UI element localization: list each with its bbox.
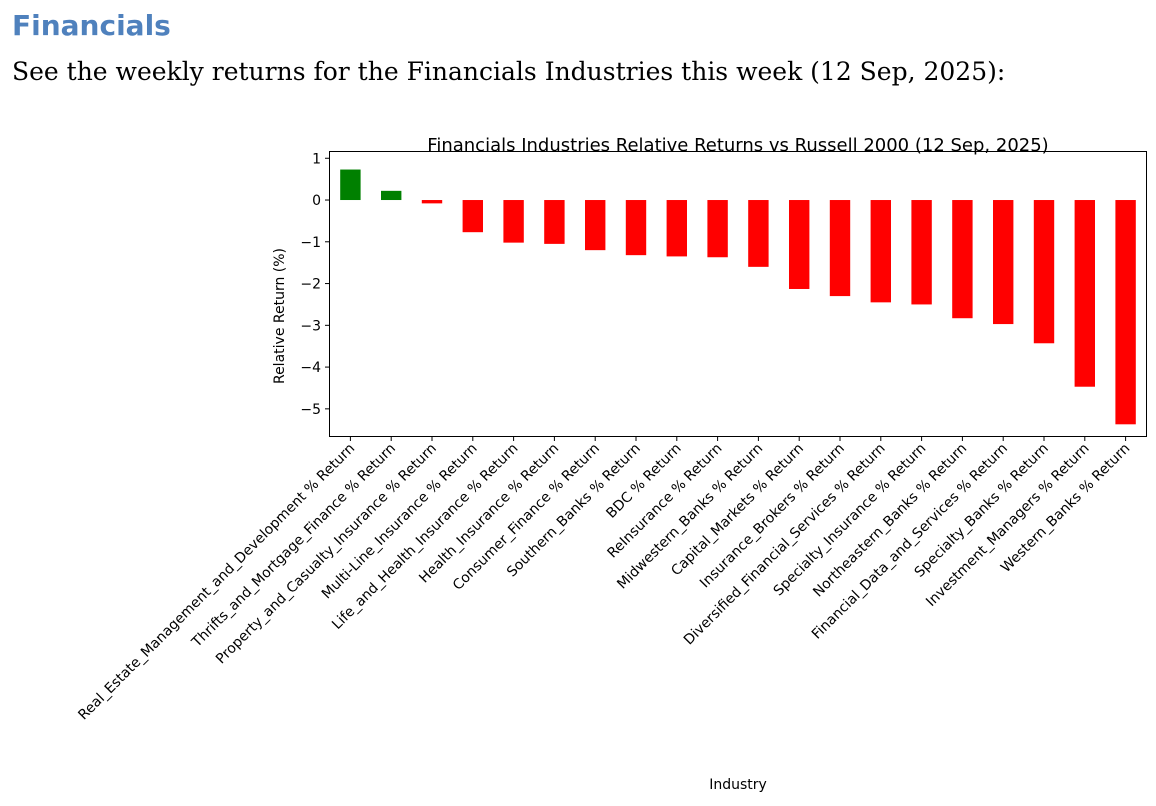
bar-10 (707, 200, 728, 258)
bar-19 (1074, 200, 1095, 387)
y-axis-label: Relative Return (%) (272, 248, 288, 384)
x-axis-ticks: Real_Estate_Management_and_Development %… (75, 436, 1133, 723)
bar-1 (340, 169, 361, 201)
section-heading: Financials (12, 9, 171, 42)
bar-3 (421, 200, 443, 204)
y-axis-ticks: 1 0 −1 −2 −3 −4 −5 (300, 151, 330, 418)
relative-returns-bar-chart: Financials Industries Relative Returns v… (75, 135, 1147, 793)
bar-4 (462, 200, 483, 233)
bar-8 (625, 200, 647, 256)
y-tick-label: −1 (300, 235, 321, 251)
bar-7 (585, 200, 606, 251)
x-tick-label: Real_Estate_Management_and_Development %… (75, 441, 358, 724)
bar-18 (1033, 200, 1055, 344)
bar-16 (952, 200, 973, 319)
plot-frame (329, 151, 1147, 437)
y-tick-label: 1 (312, 151, 321, 167)
intro-text: See the weekly returns for the Financial… (12, 57, 1006, 86)
bar-14 (870, 200, 891, 303)
bar-11 (748, 200, 769, 267)
y-tick-label: 0 (312, 193, 321, 209)
bar-20 (1115, 200, 1136, 425)
bars-group (340, 169, 1136, 425)
x-tick-label: Consumer_Finance % Return (450, 441, 603, 594)
bar-17 (993, 200, 1014, 325)
bar-15 (911, 200, 932, 305)
chart-title: Financials Industries Relative Returns v… (427, 135, 1048, 156)
bar-6 (544, 200, 565, 244)
bar-13 (829, 200, 851, 297)
y-tick-label: −4 (300, 360, 321, 376)
bar-2 (381, 190, 402, 201)
x-axis-label: Industry (709, 777, 767, 793)
bar-5 (503, 200, 524, 243)
y-tick-label: −5 (300, 402, 321, 418)
y-tick-label: −2 (300, 277, 321, 293)
bar-9 (666, 200, 687, 257)
y-tick-label: −3 (300, 318, 321, 334)
bar-12 (789, 200, 810, 289)
